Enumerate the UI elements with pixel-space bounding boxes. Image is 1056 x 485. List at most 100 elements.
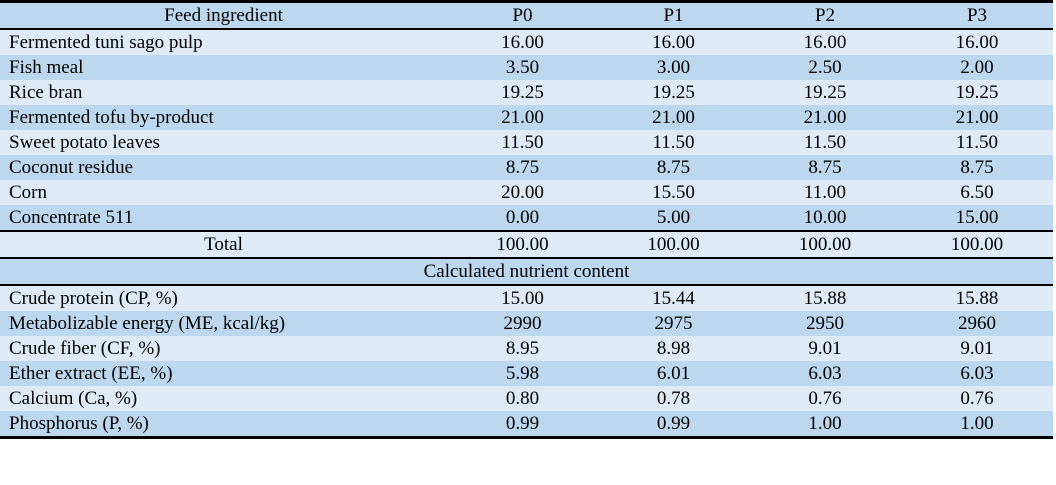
cell-value: 0.00 xyxy=(505,207,540,228)
cell-value: 0.99 xyxy=(505,413,540,434)
cell-value: 15.00 xyxy=(501,288,544,309)
table-header-row: Feed ingredient P0 P1 P2 P3 xyxy=(0,1,1053,30)
table-row: Metabolizable energy (ME, kcal/kg) 2990 29… xyxy=(0,311,1053,336)
cell-value: 19.25 xyxy=(955,82,999,103)
cell-value: 0.99 xyxy=(656,413,691,434)
cell-value: 0.80 xyxy=(505,388,540,409)
total-section: Total 100.00 100.00 100.00 100.00 Calcul… xyxy=(0,230,1053,286)
row-label: Concentrate 511 xyxy=(9,207,134,228)
cell-value: 9.01 xyxy=(808,338,842,359)
cell-value: 0.76 xyxy=(960,388,994,409)
section-header-label: Calculated nutrient content xyxy=(0,258,1053,286)
cell-value: 3.50 xyxy=(505,57,540,78)
cell-value: 16.00 xyxy=(955,32,999,53)
cell-value: 100.00 xyxy=(598,230,749,259)
cell-value: 16.00 xyxy=(803,32,847,53)
table-row: Corn 20.00 15.50 11.00 6.50 xyxy=(0,180,1053,205)
table-row: Fermented tuni sago pulp 16.00 16.00 16.00 1… xyxy=(0,29,1053,55)
cell-value: 2.00 xyxy=(960,57,994,78)
cell-value: 16.00 xyxy=(652,32,695,53)
cell-value: 19.25 xyxy=(652,82,695,103)
cell-value: 19.25 xyxy=(501,82,544,103)
ingredient-rows-section: Fermented tuni sago pulp 16.00 16.00 16.00 1… xyxy=(0,29,1053,231)
cell-value: 100.00 xyxy=(749,230,901,259)
column-header-feed-ingredient: Feed ingredient xyxy=(0,1,447,30)
table-row: Crude protein (CP, %) 15.00 15.44 15.88 15.8… xyxy=(0,285,1053,311)
cell-value: 2990 xyxy=(503,313,542,334)
row-label: Phosphorus (P, %) xyxy=(9,413,149,434)
row-label: Coconut residue xyxy=(9,157,134,178)
cell-value: 11.50 xyxy=(501,132,544,153)
table-row: Crude fiber (CF, %) 8.95 8.98 9.01 9.01 xyxy=(0,336,1053,361)
cell-value: 3.00 xyxy=(656,57,691,78)
cell-value: 20.00 xyxy=(501,182,544,203)
column-header-p3: P3 xyxy=(901,1,1053,30)
table-row: Fish meal 3.50 3.00 2.50 2.00 xyxy=(0,55,1053,80)
row-label: Corn xyxy=(9,182,47,203)
cell-value: 2975 xyxy=(654,313,693,334)
table-row: Rice bran 19.25 19.25 19.25 19.25 xyxy=(0,80,1053,105)
table-row: Concentrate 511 0.00 5.00 10.00 15.00 xyxy=(0,205,1053,231)
row-label: Fish meal xyxy=(9,57,84,78)
cell-value: 100.00 xyxy=(901,230,1053,259)
table-row: Coconut residue 8.75 8.75 8.75 8.75 xyxy=(0,155,1053,180)
row-label: Ether extract (EE, %) xyxy=(9,363,173,384)
cell-value: 2960 xyxy=(958,313,996,334)
cell-value: 6.50 xyxy=(960,182,994,203)
cell-value: 5.98 xyxy=(505,363,540,384)
section-header-row: Calculated nutrient content xyxy=(0,258,1053,286)
cell-value: 100.00 xyxy=(447,230,598,259)
cell-value: 0.76 xyxy=(808,388,842,409)
row-label: Rice bran xyxy=(9,82,83,103)
cell-value: 6.03 xyxy=(960,363,994,384)
cell-value: 15.44 xyxy=(652,288,695,309)
cell-value: 1.00 xyxy=(960,413,994,434)
row-label: Fermented tuni sago pulp xyxy=(9,32,203,53)
cell-value: 2950 xyxy=(806,313,844,334)
cell-value: 15.50 xyxy=(652,182,695,203)
cell-value: 5.00 xyxy=(656,207,691,228)
cell-value: 8.75 xyxy=(656,157,691,178)
cell-value: 11.50 xyxy=(955,132,999,153)
cell-value: 1.00 xyxy=(808,413,842,434)
cell-value: 6.03 xyxy=(808,363,842,384)
cell-value: 21.00 xyxy=(803,107,847,128)
cell-value: 8.75 xyxy=(960,157,994,178)
row-label: Crude protein (CP, %) xyxy=(9,288,178,309)
cell-value: 11.50 xyxy=(803,132,847,153)
cell-value: 15.88 xyxy=(803,288,847,309)
row-label: Sweet potato leaves xyxy=(9,132,160,153)
column-header-p2: P2 xyxy=(749,1,901,30)
cell-value: 11.50 xyxy=(652,132,695,153)
cell-value: 21.00 xyxy=(652,107,695,128)
column-header-p1: P1 xyxy=(598,1,749,30)
row-label: Fermented tofu by-product xyxy=(9,107,214,128)
cell-value: 11.00 xyxy=(803,182,847,203)
cell-value: 9.01 xyxy=(960,338,994,359)
column-header-p0: P0 xyxy=(447,1,598,30)
cell-value: 8.95 xyxy=(505,338,540,359)
table-row: Fermented tofu by-product 21.00 21.00 21.00… xyxy=(0,105,1053,130)
cell-value: 16.00 xyxy=(501,32,544,53)
row-label: Crude fiber (CF, %) xyxy=(9,338,161,359)
row-label: Calcium (Ca, %) xyxy=(9,388,138,409)
table-row: Calcium (Ca, %) 0.80 0.78 0.76 0.76 xyxy=(0,386,1053,411)
cell-value: 8.75 xyxy=(808,157,842,178)
cell-value: 15.00 xyxy=(955,207,999,228)
table-row: Sweet potato leaves 11.50 11.50 11.50 11.50 xyxy=(0,130,1053,155)
table-row: Ether extract (EE, %) 5.98 6.01 6.03 6.03 xyxy=(0,361,1053,386)
cell-value: 10.00 xyxy=(803,207,847,228)
cell-value: 19.25 xyxy=(803,82,847,103)
table-row: Phosphorus (P, %) 0.99 0.99 1.00 1.00 xyxy=(0,411,1053,438)
row-label: Metabolizable energy (ME, kcal/kg) xyxy=(9,313,286,334)
feed-composition-table: Feed ingredient P0 P1 P2 P3 Fermented tu… xyxy=(0,0,1053,439)
cell-value: 15.88 xyxy=(955,288,999,309)
total-row-label: Total xyxy=(0,230,447,259)
cell-value: 0.78 xyxy=(656,388,691,409)
cell-value: 21.00 xyxy=(501,107,544,128)
total-row: Total 100.00 100.00 100.00 100.00 xyxy=(0,230,1053,259)
cell-value: 2.50 xyxy=(808,57,842,78)
nutrient-rows-section: Crude protein (CP, %) 15.00 15.44 15.88 15.8… xyxy=(0,285,1053,438)
cell-value: 8.75 xyxy=(505,157,540,178)
